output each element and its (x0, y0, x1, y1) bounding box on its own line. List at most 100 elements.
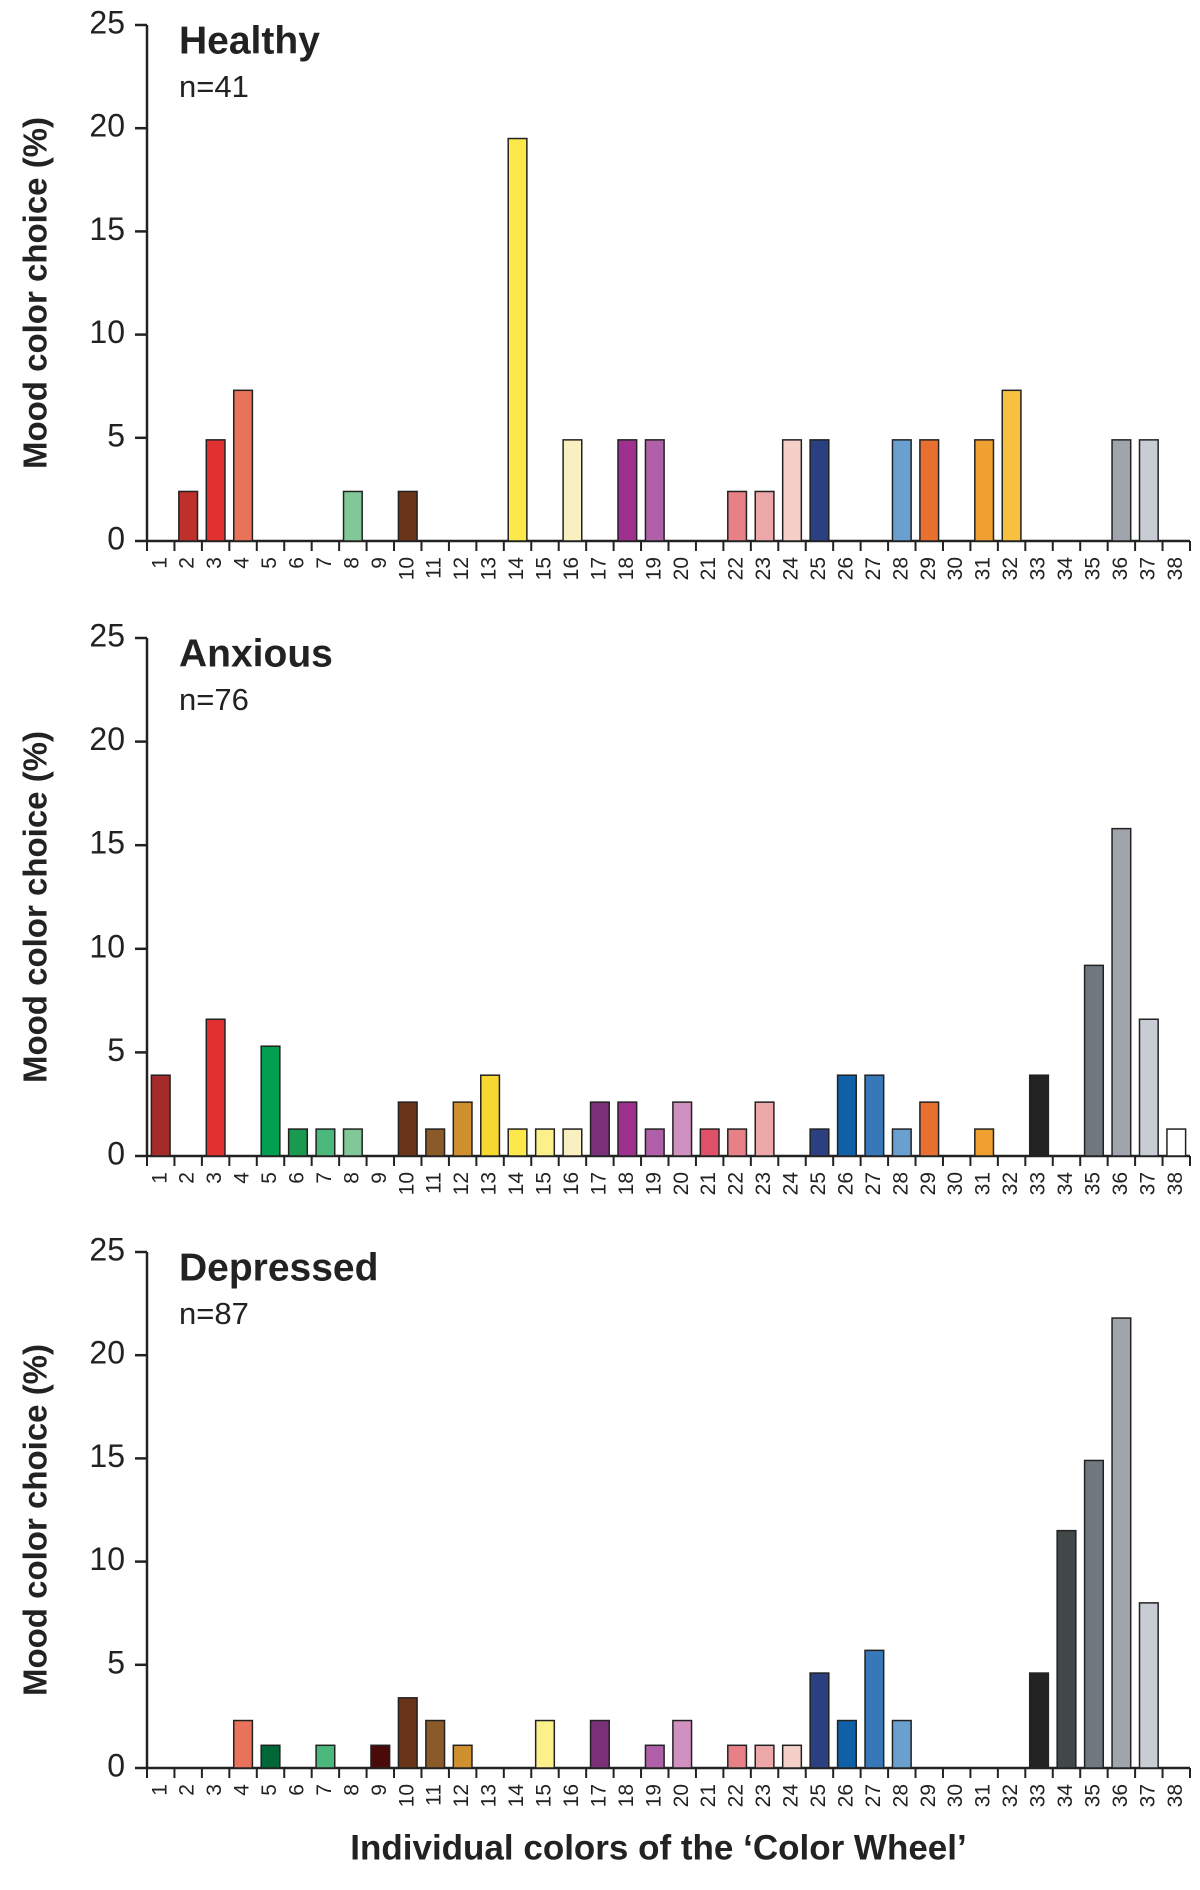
x-tick-label: 38 (1164, 557, 1187, 580)
x-tick-label: 7 (313, 1172, 336, 1184)
x-tick-label: 34 (1054, 1172, 1077, 1196)
bar (754, 1101, 775, 1157)
x-tick-label: 38 (1164, 1784, 1187, 1807)
bar (891, 1128, 912, 1157)
x-tick-label: 12 (450, 1172, 473, 1195)
bar (699, 1128, 720, 1157)
bar (232, 389, 254, 542)
x-tick-label: 18 (615, 1784, 638, 1807)
y-tick-label: 25 (89, 617, 125, 653)
x-tick-label: 29 (917, 557, 940, 580)
bar (1111, 439, 1132, 542)
x-tick-label: 28 (889, 1784, 912, 1807)
x-tick-label: 37 (1136, 557, 1159, 580)
x-tick-label: 32 (999, 557, 1022, 580)
x-tick-label: 7 (313, 1784, 336, 1796)
x-tick-label: 8 (340, 1172, 363, 1184)
x-tick-label: 30 (944, 1784, 967, 1807)
x-tick-label: 31 (972, 557, 995, 580)
x-tick-label: 15 (533, 1172, 556, 1195)
bar (178, 490, 199, 542)
bar (672, 1719, 693, 1769)
bar (974, 439, 995, 542)
bar (1083, 1459, 1105, 1769)
bar (260, 1045, 281, 1157)
x-tick-label: 15 (533, 1784, 556, 1807)
x-tick-label: 4 (231, 1172, 254, 1184)
x-tick-label: 33 (1027, 557, 1050, 580)
bar (1138, 439, 1159, 542)
x-tick-label: 16 (560, 1172, 583, 1195)
x-tick-label: 1 (148, 1172, 171, 1184)
x-tick-label: 3 (203, 1172, 226, 1184)
chart-subtitle: n=41 (179, 69, 249, 104)
chart-title: Healthy (179, 19, 320, 62)
x-tick-label: 28 (889, 557, 912, 580)
x-tick-label: 17 (587, 1784, 610, 1807)
bar (754, 490, 775, 542)
y-tick-label: 20 (89, 108, 125, 144)
x-tick-label: 16 (560, 1784, 583, 1807)
bar (727, 1744, 748, 1769)
y-tick-label: 15 (89, 211, 125, 247)
bar (809, 1128, 830, 1157)
x-tick-label: 35 (1081, 557, 1104, 580)
x-tick-label: 17 (587, 557, 610, 580)
bar (836, 1074, 857, 1157)
x-tick-label: 27 (862, 1172, 885, 1195)
x-tick-label: 30 (944, 557, 967, 580)
x-tick-label: 7 (313, 557, 336, 569)
x-tick-label: 16 (560, 557, 583, 580)
x-tick-label: 13 (478, 1172, 501, 1195)
x-tick-label: 18 (615, 1172, 638, 1195)
bar (1138, 1602, 1159, 1769)
y-tick-label: 15 (89, 1438, 125, 1474)
bar (809, 1672, 830, 1769)
bar (919, 439, 940, 542)
bar (507, 137, 528, 542)
bar (534, 1128, 556, 1157)
x-tick-label: 27 (862, 1784, 885, 1807)
bar (315, 1744, 336, 1769)
bar (1028, 1074, 1050, 1157)
x-tick-label: 4 (231, 557, 254, 569)
x-tick-label: 30 (944, 1172, 967, 1195)
y-tick-label: 0 (107, 520, 125, 556)
bar (534, 1719, 556, 1769)
x-tick-label: 35 (1081, 1784, 1104, 1807)
x-tick-label: 25 (807, 1172, 830, 1195)
x-tick-label: 25 (807, 1784, 830, 1807)
bar (727, 1128, 748, 1157)
y-axis-label: Mood color choice (%) (17, 731, 54, 1083)
y-tick-label: 25 (89, 4, 125, 40)
x-tick-label: 3 (203, 1784, 226, 1796)
x-tick-label: 23 (752, 1784, 775, 1807)
x-tick-label: 22 (725, 557, 748, 580)
bar (781, 1744, 803, 1769)
x-tick-label: 20 (670, 1784, 693, 1807)
x-tick-label: 19 (642, 1784, 665, 1807)
bar (1138, 1018, 1159, 1157)
x-tick-label: 11 (423, 1172, 446, 1194)
x-tick-label: 1 (148, 1784, 171, 1796)
bar (287, 1128, 309, 1157)
bar (644, 1128, 665, 1157)
x-tick-label: 32 (999, 1172, 1022, 1195)
y-tick-label: 5 (107, 417, 125, 453)
x-tick-label: 17 (587, 1172, 610, 1195)
x-tick-label: 9 (368, 1784, 391, 1796)
x-tick-label: 6 (286, 557, 309, 569)
x-tick-label: 34 (1054, 557, 1077, 581)
x-tick-label: 21 (697, 557, 720, 580)
x-tick-label: 9 (368, 1172, 391, 1184)
x-tick-label: 31 (972, 1784, 995, 1807)
bar (480, 1074, 501, 1157)
x-tick-label: 12 (450, 1784, 473, 1807)
x-tick-label: 13 (478, 1784, 501, 1807)
x-axis-label: Individual colors of the ‘Color Wheel’ (350, 1828, 966, 1867)
y-tick-label: 10 (89, 928, 125, 964)
bar (397, 1101, 418, 1157)
x-tick-label: 23 (752, 1172, 775, 1195)
